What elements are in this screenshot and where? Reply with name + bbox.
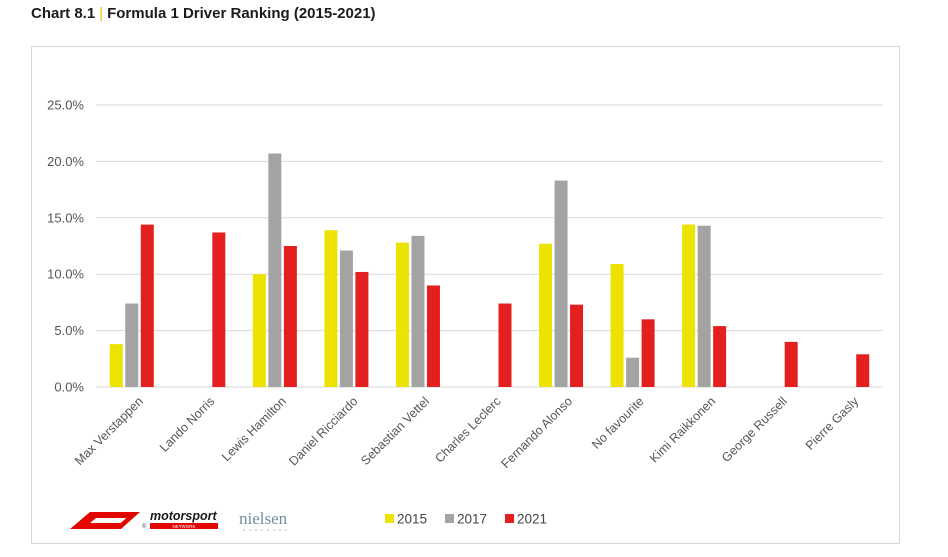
y-tick-label: 5.0%	[54, 323, 84, 338]
x-category-label: Kimi Raikkonen	[647, 394, 718, 465]
bar-2015-lewis-hamilton	[252, 274, 266, 387]
y-tick-label: 0.0%	[54, 380, 84, 395]
x-category-label: Lando Norris	[157, 394, 218, 455]
bar-2015-kimi-raikkonen	[682, 224, 696, 387]
bar-2021-sebastian-vettel	[426, 285, 440, 387]
bar-2015-no-favourite	[610, 264, 624, 387]
bars	[109, 153, 870, 387]
legend-swatch-2015	[385, 514, 394, 523]
x-category-label: Max Verstappen	[72, 394, 146, 468]
y-tick-label: 15.0%	[47, 210, 84, 225]
legend-swatch-2017	[445, 514, 454, 523]
chart-number: Chart 8.1	[31, 5, 96, 22]
y-tick-label: 10.0%	[47, 267, 84, 282]
bar-2017-daniel-ricciardo	[339, 250, 353, 387]
legend-swatch-2021	[505, 514, 514, 523]
chart-title: Formula 1 Driver Ranking (2015-2021)	[107, 5, 376, 22]
legend-label-2021: 2021	[517, 512, 547, 527]
x-category-label: Charles Leclerc	[432, 394, 503, 465]
y-tick-label: 25.0%	[47, 98, 84, 113]
x-axis-labels: Max Verstappen Lando Norris Lewis Hamilton…	[72, 394, 862, 471]
bar-2021-daniel-ricciardo	[355, 271, 369, 387]
y-axis-ticks: 0.0% 5.0% 10.0% 15.0% 20.0% 25.0%	[47, 98, 84, 395]
x-category-label: Pierre Gasly	[803, 394, 862, 453]
chart-frame	[31, 46, 900, 544]
bar-2015-daniel-ricciardo	[324, 230, 338, 387]
motorsport-network-text: NETWORK	[173, 524, 196, 529]
bar-2017-fernando-alonso	[554, 180, 568, 387]
motorsport-wordmark: motorsport	[150, 509, 218, 523]
x-category-label: Fernando Alonso	[498, 394, 575, 471]
x-category-label: Lewis Hamilton	[219, 394, 289, 464]
bar-2021-lewis-hamilton	[283, 246, 297, 387]
bar-2021-pierre-gasly	[856, 354, 870, 387]
bar-2015-fernando-alonso	[539, 243, 553, 387]
bar-2021-kimi-raikkonen	[713, 326, 727, 387]
bar-2017-sebastian-vettel	[411, 235, 425, 387]
bar-2021-george-russell	[784, 341, 798, 387]
x-category-label: Sebastian Vettel	[358, 394, 432, 468]
gridlines	[96, 104, 883, 388]
svg-text:®: ®	[142, 523, 147, 530]
nielsen-logo: nielsen	[239, 509, 288, 531]
bar-2021-charles-leclerc	[498, 303, 512, 387]
x-category-label: No favourite	[589, 394, 647, 452]
bar-2017-lewis-hamilton	[268, 153, 282, 387]
y-tick-label: 20.0%	[47, 154, 84, 169]
bar-2021-fernando-alonso	[570, 304, 584, 387]
nielsen-wordmark: nielsen	[239, 509, 288, 528]
bar-2017-max-verstappen	[125, 303, 139, 387]
chart-header: Chart 8.1 | Formula 1 Driver Ranking (2015…	[31, 5, 376, 22]
bar-2021-lando-norris	[212, 232, 226, 387]
bar-2015-max-verstappen	[109, 344, 123, 387]
bar-2017-kimi-raikkonen	[697, 225, 711, 387]
header-separator: |	[99, 5, 104, 22]
motorsport-logo: motorsport NETWORK	[150, 509, 218, 529]
x-category-label: Daniel Ricciardo	[286, 394, 360, 468]
legend-label-2015: 2015	[397, 512, 427, 527]
bar-2015-sebastian-vettel	[395, 242, 409, 387]
x-category-label: George Russell	[719, 394, 790, 465]
legend: 2015 2017 2021	[385, 512, 547, 527]
legend-label-2017: 2017	[457, 512, 487, 527]
bar-2017-no-favourite	[626, 357, 640, 387]
f1-logo: ®	[70, 512, 147, 530]
bar-2021-max-verstappen	[140, 224, 154, 387]
bar-2021-no-favourite	[641, 319, 655, 387]
